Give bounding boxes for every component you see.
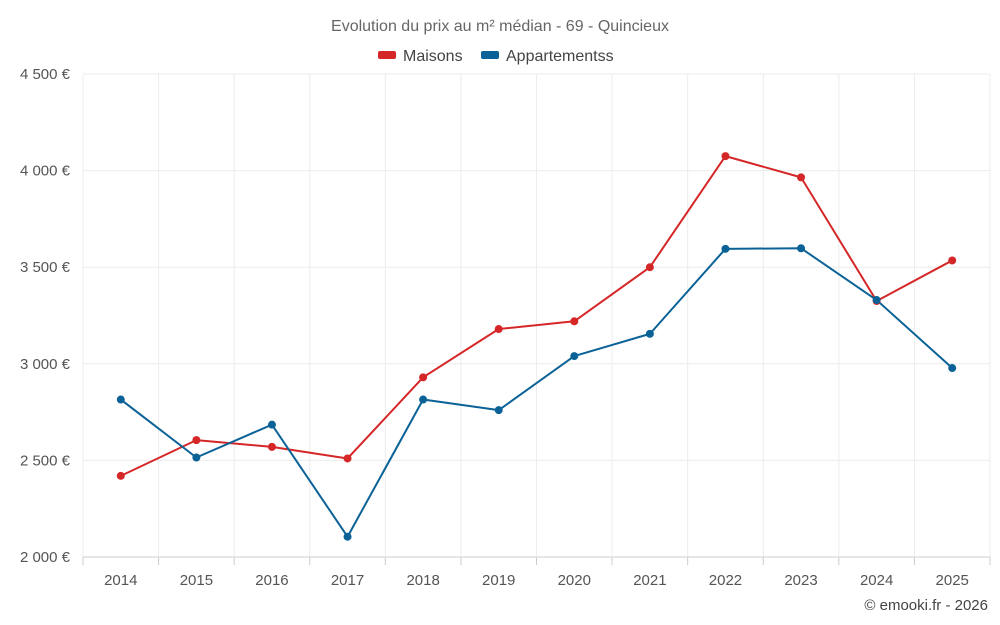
data-point-maisons[interactable] [797,173,806,182]
data-point-maisons[interactable] [721,152,730,161]
data-point-appartementss[interactable] [570,352,579,361]
x-tick-label: 2017 [331,572,364,589]
y-tick-label: 4 000 € [20,163,71,180]
legend-swatch-maisons [378,51,396,59]
grid [82,73,991,558]
x-tick-label: 2022 [709,572,742,589]
legend: Maisons Appartementss [378,48,614,65]
y-tick-label: 2 500 € [20,452,71,469]
x-tick-label: 2019 [482,572,515,589]
data-point-appartementss[interactable] [116,395,125,404]
x-tick-label: 2020 [558,572,591,589]
legend-item-appartements[interactable]: Appartementss [481,48,614,65]
series-line-appartementss [120,247,953,538]
legend-label-appartements: Appartementss [506,48,614,65]
legend-swatch-appartements [481,51,499,59]
x-tick-label: 2025 [936,572,969,589]
data-point-appartementss[interactable] [872,296,881,305]
data-point-maisons[interactable] [192,436,201,445]
x-tick-label: 2023 [784,572,817,589]
y-tick-label: 3 000 € [20,356,71,373]
legend-label-maisons: Maisons [403,48,463,65]
x-tick-label: 2014 [104,572,137,589]
x-tick-label: 2021 [633,572,666,589]
data-point-maisons[interactable] [570,317,579,326]
x-tick-label: 2024 [860,572,893,589]
x-axis: 2014 2015 2016 2017 2018 2019 2020 2021 2022 2023… [82,557,991,589]
y-tick-label: 3 500 € [20,259,71,276]
data-point-appartementss[interactable] [343,532,352,541]
y-tick-label: 2 000 € [20,549,71,566]
data-point-appartementss[interactable] [948,364,957,373]
series-points [116,152,957,541]
data-point-maisons[interactable] [116,471,125,480]
data-point-maisons[interactable] [494,325,503,334]
series-lines [120,155,953,538]
data-point-appartementss[interactable] [192,453,201,462]
data-point-maisons[interactable] [948,256,957,265]
series-line-maisons [120,155,953,477]
y-axis: 2 000 € 2 500 € 3 000 € 3 500 € 4 000 € 4 500… [20,66,71,566]
x-tick-label: 2018 [406,572,439,589]
data-point-appartementss[interactable] [267,420,276,429]
chart-title: Evolution du prix au m² médian - 69 - Qu… [331,18,669,35]
y-tick-label: 4 500 € [20,66,71,83]
legend-item-maisons[interactable]: Maisons [378,48,463,65]
data-point-maisons[interactable] [419,373,428,382]
data-point-maisons[interactable] [267,442,276,451]
credit-text: © emooki.fr - 2026 [864,597,988,614]
x-tick-label: 2015 [180,572,213,589]
data-point-appartementss[interactable] [797,244,806,253]
data-point-appartementss[interactable] [645,329,654,338]
x-tick-label: 2016 [255,572,288,589]
data-point-appartementss[interactable] [419,395,428,404]
data-point-maisons[interactable] [645,263,654,272]
data-point-maisons[interactable] [343,454,352,463]
data-point-appartementss[interactable] [494,406,503,415]
data-point-appartementss[interactable] [721,244,730,253]
